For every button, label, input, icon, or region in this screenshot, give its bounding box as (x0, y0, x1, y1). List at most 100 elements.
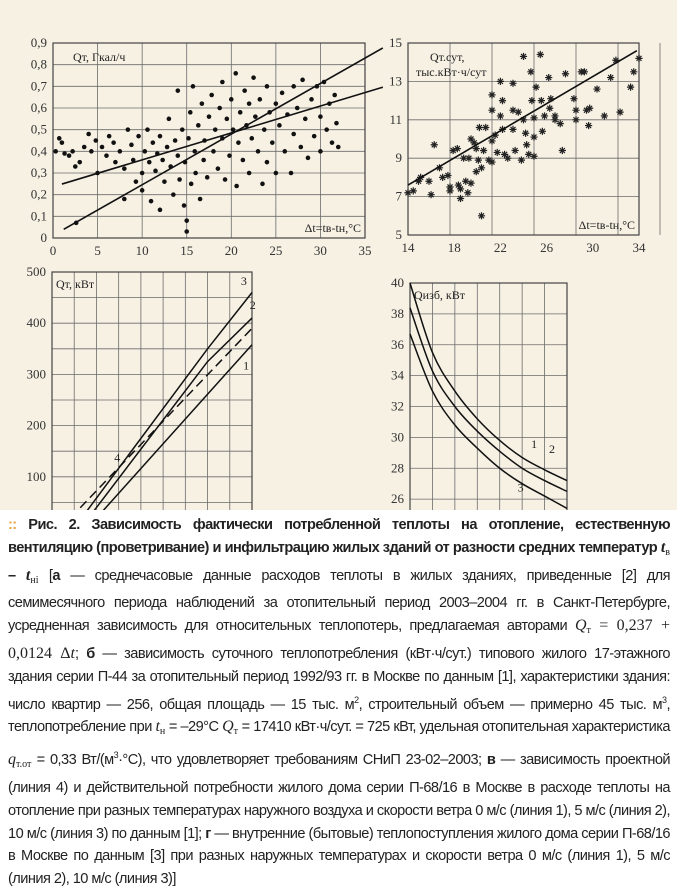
x-tick-label: 0 (50, 243, 57, 258)
data-point-star (547, 95, 555, 103)
data-point-star (456, 185, 465, 193)
x-tick-label: 22 (494, 240, 507, 255)
data-point-star (551, 116, 559, 124)
caption-text: 2 (354, 694, 359, 705)
series-line-1 (409, 282, 568, 482)
caption-text: = 0,33 Вт/(м (31, 752, 115, 769)
data-point (171, 192, 176, 197)
data-point (129, 142, 134, 148)
data-point-star (501, 150, 509, 158)
data-point-star (570, 95, 578, 103)
y-tick-label: 0,6 (31, 100, 48, 115)
caption-text: t (25, 566, 31, 584)
data-point-star (462, 177, 470, 185)
y-tick-label: 28 (391, 460, 404, 475)
data-point-star (467, 135, 475, 143)
data-point (212, 127, 218, 132)
series-line-2 (409, 307, 568, 493)
plot-frame (409, 282, 568, 510)
data-point (234, 183, 239, 189)
plot-frame (407, 42, 640, 236)
series-label-3: 3 (241, 274, 247, 288)
caption-text: Рис. 2. Зависимость фактически потреблен… (8, 517, 671, 556)
data-point-star (491, 131, 499, 139)
series-label-4: 4 (114, 450, 120, 464)
y-tick-label: 40 (391, 275, 404, 290)
caption-text: , строительный объем — примерно 45 тыс. … (358, 696, 663, 713)
data-point-star (488, 158, 496, 166)
caption-text: в (486, 752, 496, 769)
data-point (209, 92, 214, 98)
data-point (335, 144, 341, 150)
data-point (59, 140, 65, 145)
data-point (291, 131, 296, 137)
data-point-star (616, 108, 624, 116)
data-point-star (530, 133, 538, 141)
x-tick-label: 18 (448, 240, 461, 255)
data-point (122, 196, 127, 202)
data-point-star (464, 189, 472, 197)
data-point (233, 71, 239, 76)
data-point (291, 84, 296, 89)
data-point-star (404, 189, 412, 197)
x-tick-label: 20 (225, 243, 238, 258)
x-tick-label: 35 (359, 243, 372, 258)
x-tick-label: 14 (402, 240, 416, 255)
caption-text: – (8, 567, 26, 584)
data-point-star (530, 152, 538, 160)
series-line-2 (93, 317, 253, 510)
x-tick-label: 25 (269, 243, 282, 258)
data-point (160, 157, 165, 163)
y-tick-label: 11 (389, 112, 402, 127)
y-tick-label: 15 (389, 35, 402, 50)
data-point (261, 127, 267, 132)
data-point (93, 138, 99, 143)
data-point-star (454, 181, 462, 189)
caption-text: t (155, 718, 160, 736)
data-point-star (586, 104, 594, 112)
data-point (273, 101, 279, 106)
y-tick-label: 26 (391, 491, 405, 506)
data-point-star (530, 114, 538, 122)
data-point (277, 123, 282, 128)
data-point-star (496, 112, 504, 120)
data-point (66, 153, 72, 158)
data-point-star (456, 194, 465, 203)
y-axis-label: тыс.кВт·ч/сут (416, 65, 487, 79)
data-point (305, 155, 311, 161)
data-point (146, 159, 152, 165)
data-point-star (509, 106, 517, 114)
data-point (197, 196, 203, 202)
data-point-star (517, 156, 525, 164)
data-point-star (444, 171, 452, 180)
data-point (196, 123, 201, 128)
caption-text: т.от (16, 759, 32, 771)
data-point-star (607, 73, 615, 82)
data-point (136, 133, 141, 139)
data-point (260, 181, 265, 187)
data-point (157, 133, 163, 139)
data-point (237, 110, 243, 115)
data-point-star (558, 146, 566, 155)
data-point-star (561, 70, 570, 78)
figure-caption: :: Рис. 2. Зависимость фактически потреб… (8, 514, 671, 891)
y-tick-label: 0,7 (31, 78, 48, 93)
y-tick-label: 500 (27, 264, 47, 279)
y-axis-label: Qт.сут, (430, 50, 465, 64)
caption-text: в (665, 546, 670, 558)
data-point (279, 90, 285, 96)
data-point (99, 144, 105, 150)
data-point (211, 149, 216, 154)
caption-text: а (52, 567, 60, 584)
y-tick-label: 200 (27, 418, 47, 433)
data-point (206, 114, 212, 119)
data-point (334, 120, 339, 126)
data-point (186, 136, 191, 141)
caption-text: = –29°C (165, 719, 223, 736)
caption-text: = 17410 кВт·ч/сут. = 725 кВт, удельная о… (238, 719, 671, 736)
data-point-star (485, 156, 493, 164)
data-point (142, 149, 148, 154)
data-point (117, 149, 123, 154)
data-point-star (465, 154, 473, 162)
caption-text: t (70, 644, 75, 662)
